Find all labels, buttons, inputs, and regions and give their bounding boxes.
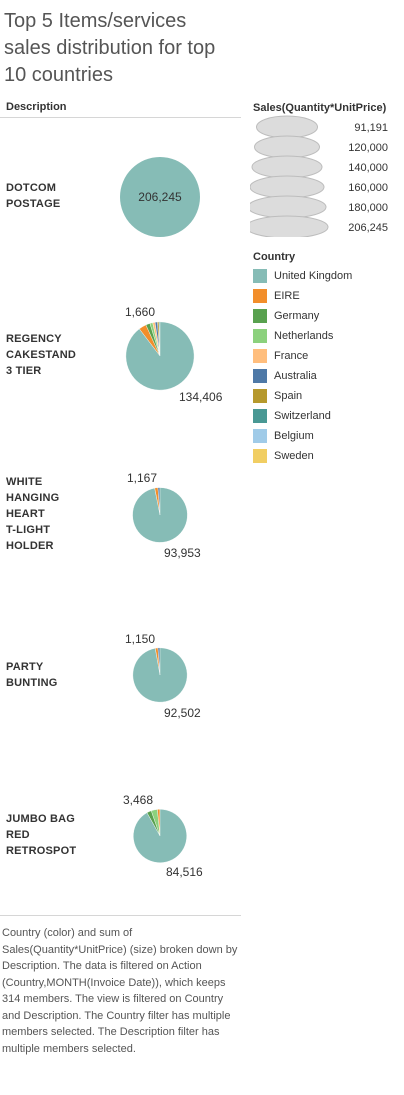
- legend-swatch: [253, 449, 267, 463]
- legend-label: Netherlands: [274, 330, 333, 342]
- legend-label: United Kingdom: [274, 270, 352, 282]
- legend-label: Sweden: [274, 450, 314, 462]
- legend-item-eire[interactable]: EIRE: [253, 286, 352, 306]
- pie-value-label: 84,516: [166, 865, 203, 879]
- size-legend-mark: [255, 136, 320, 158]
- legend-item-united-kingdom[interactable]: United Kingdom: [253, 266, 352, 286]
- pie-chart-area: 206,245 1,660 134,406 1,167 93,953 1,150 92,50…: [0, 0, 245, 910]
- legend-label: Belgium: [274, 430, 314, 442]
- legend-item-germany[interactable]: Germany: [253, 306, 352, 326]
- legend-label: EIRE: [274, 290, 300, 302]
- legend-swatch: [253, 349, 267, 363]
- legend-label: Spain: [274, 390, 302, 402]
- legend-swatch: [253, 429, 267, 443]
- pie-party-bunting[interactable]: [133, 648, 187, 702]
- legend-label: Australia: [274, 370, 317, 382]
- legend-swatch: [253, 269, 267, 283]
- pie-value-label: 1,660: [125, 305, 155, 319]
- size-legend-value: 180,000: [348, 202, 388, 214]
- legend-item-spain[interactable]: Spain: [253, 386, 352, 406]
- size-legend-value: 91,191: [354, 122, 388, 134]
- legend-swatch: [253, 309, 267, 323]
- legend-item-sweden[interactable]: Sweden: [253, 446, 352, 466]
- pie-jumbo-bag-red-retrospot[interactable]: [133, 809, 186, 862]
- legend-item-netherlands[interactable]: Netherlands: [253, 326, 352, 346]
- color-legend-title: Country: [253, 251, 295, 263]
- pie-slice-united-kingdom[interactable]: [133, 809, 186, 862]
- size-legend-value: 140,000: [348, 162, 388, 174]
- pie-value-label: 206,245: [138, 190, 182, 204]
- pie-value-label: 1,150: [125, 632, 155, 646]
- pie-value-label: 92,502: [164, 706, 201, 720]
- pie-white-hanging-heart-t-light-holder[interactable]: [133, 488, 188, 543]
- legend-item-australia[interactable]: Australia: [253, 366, 352, 386]
- legend-swatch: [253, 369, 267, 383]
- legend-swatch: [253, 289, 267, 303]
- legend-label: Germany: [274, 310, 319, 322]
- size-legend: 91,191 120,000 140,000 160,000 180,000 206,24…: [250, 115, 400, 237]
- size-legend-value: 120,000: [348, 142, 388, 154]
- size-legend-mark: [250, 196, 326, 218]
- pie-value-label: 93,953: [164, 546, 201, 560]
- legend-label: France: [274, 350, 308, 362]
- size-legend-mark: [250, 176, 324, 198]
- pie-value-label: 1,167: [127, 471, 157, 485]
- pie-value-label: 3,468: [123, 793, 153, 807]
- size-legend-value: 160,000: [348, 182, 388, 194]
- legend-swatch: [253, 389, 267, 403]
- color-legend: United Kingdom EIRE Germany Netherlands …: [253, 266, 352, 466]
- size-legend-mark: [252, 156, 322, 178]
- legend-swatch: [253, 409, 267, 423]
- footer-divider: [0, 915, 241, 916]
- pie-slice-united-kingdom[interactable]: [133, 648, 187, 702]
- pie-slice-united-kingdom[interactable]: [126, 322, 194, 390]
- size-legend-mark: [257, 116, 318, 138]
- size-legend-value: 206,245: [348, 222, 388, 234]
- legend-label: Switzerland: [274, 410, 331, 422]
- legend-item-belgium[interactable]: Belgium: [253, 426, 352, 446]
- legend-swatch: [253, 329, 267, 343]
- pie-value-label: 134,406: [179, 390, 223, 404]
- legend-item-switzerland[interactable]: Switzerland: [253, 406, 352, 426]
- legend-item-france[interactable]: France: [253, 346, 352, 366]
- pie-regency-cakestand-3-tier[interactable]: [126, 322, 194, 390]
- pie-slice-united-kingdom[interactable]: [133, 488, 188, 543]
- size-legend-mark: [250, 216, 328, 237]
- chart-caption: Country (color) and sum of Sales(Quantit…: [2, 925, 238, 1057]
- size-legend-title: Sales(Quantity*UnitPrice): [253, 102, 386, 114]
